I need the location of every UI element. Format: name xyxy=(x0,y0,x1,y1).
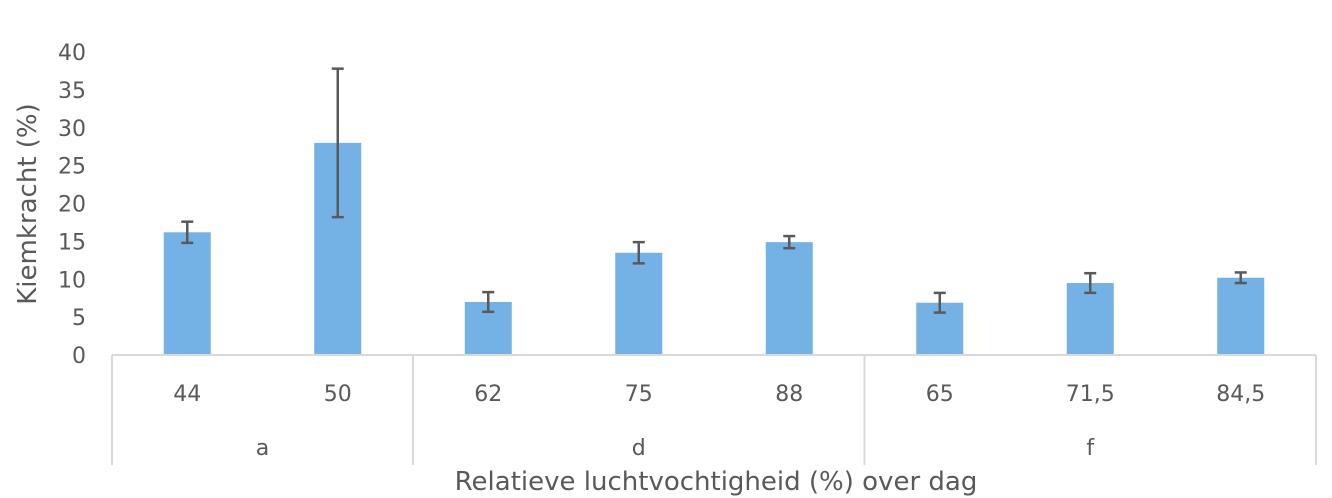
error-bar xyxy=(933,291,946,314)
x-axis-title: Relatieve luchtvochtigheid (%) over dag xyxy=(455,467,978,497)
x-tick-label: 75 xyxy=(625,382,653,407)
y-tick-label: 5 xyxy=(72,306,86,331)
x-tick-label: 44 xyxy=(173,382,201,407)
y-tick-label: 35 xyxy=(58,79,86,104)
error-bar xyxy=(482,290,495,314)
x-tick-label: 71,5 xyxy=(1066,382,1115,407)
error-bar xyxy=(632,240,645,265)
y-axis-title: Kiemkracht (%) xyxy=(13,103,43,305)
group-label: f xyxy=(1086,436,1095,461)
group-label: d xyxy=(632,436,646,461)
bar xyxy=(1217,277,1265,355)
y-tick-label: 30 xyxy=(58,117,86,142)
y-tick-label: 25 xyxy=(58,155,86,180)
bars xyxy=(163,142,1265,355)
error-bar xyxy=(1084,271,1097,295)
y-axis-ticks: 0 5 10 15 20 25 30 35 40 xyxy=(58,41,86,369)
y-tick-label: 40 xyxy=(58,41,86,66)
category-axis xyxy=(111,354,1317,465)
error-bar xyxy=(181,220,194,245)
y-tick-label: 20 xyxy=(58,193,86,218)
category-labels: 44 50 62 75 88 65 71,5 84,5 xyxy=(173,382,1265,407)
y-tick-label: 10 xyxy=(58,268,86,293)
x-tick-label: 62 xyxy=(474,382,502,407)
bar xyxy=(765,242,813,355)
error-bars xyxy=(181,67,1247,314)
x-tick-label: 50 xyxy=(324,382,352,407)
y-tick-label: 0 xyxy=(72,344,86,369)
y-tick-label: 15 xyxy=(58,230,86,255)
x-tick-label: 88 xyxy=(775,382,803,407)
x-tick-label: 84,5 xyxy=(1216,382,1265,407)
bar xyxy=(1066,283,1114,355)
bar xyxy=(163,232,211,355)
error-bar xyxy=(331,67,344,219)
bar xyxy=(615,252,663,355)
error-bar xyxy=(783,234,796,250)
error-bar xyxy=(1234,271,1247,285)
x-tick-label: 65 xyxy=(926,382,954,407)
group-label: a xyxy=(256,436,269,461)
